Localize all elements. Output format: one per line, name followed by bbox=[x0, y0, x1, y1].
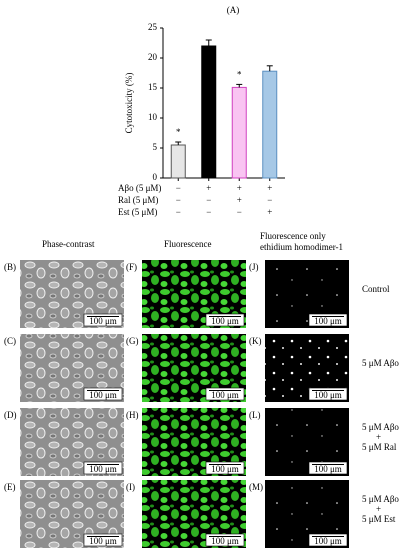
panel-label: (D) bbox=[4, 410, 17, 420]
y-tick-label: 25 bbox=[148, 22, 158, 32]
panel-label: (K) bbox=[249, 336, 262, 346]
treatment-sign: − bbox=[176, 183, 181, 193]
y-tick-label: 15 bbox=[148, 82, 158, 92]
row-condition: 5 μM Aβo bbox=[362, 422, 399, 432]
scale-bar-label: 100 μm bbox=[314, 316, 342, 326]
significance-mark: * bbox=[237, 69, 242, 79]
row-condition: Control bbox=[362, 284, 390, 294]
treatment-sign: − bbox=[206, 207, 211, 217]
panel-label: (H) bbox=[126, 410, 139, 420]
scale-bar-label: 100 μm bbox=[89, 536, 117, 546]
scale-bar-label: 100 μm bbox=[89, 316, 117, 326]
panel-label: (J) bbox=[249, 262, 259, 272]
treatment-sign: − bbox=[176, 207, 181, 217]
column-header: Fluorescence only bbox=[260, 231, 326, 241]
treatment-sign: − bbox=[267, 195, 272, 205]
panel-label: (L) bbox=[249, 410, 261, 420]
column-header: Phase-contrast bbox=[42, 239, 95, 249]
panel-label: (A) bbox=[227, 5, 240, 15]
scale-bar-label: 100 μm bbox=[211, 536, 239, 546]
panel-label: (B) bbox=[4, 262, 16, 272]
treatment-sign: + bbox=[267, 183, 272, 193]
row-condition: 5 μM Aβo bbox=[362, 358, 399, 368]
treatment-sign: − bbox=[237, 207, 242, 217]
scale-bar-label: 100 μm bbox=[211, 390, 239, 400]
treatment-label: Ral (5 μM) bbox=[118, 195, 158, 205]
bar bbox=[201, 45, 217, 179]
row-condition: 5 μM Est bbox=[362, 514, 396, 524]
scale-bar-label: 100 μm bbox=[211, 464, 239, 474]
panel-label: (F) bbox=[126, 262, 137, 272]
row-condition: 5 μM Ral bbox=[362, 442, 397, 452]
treatment-sign: + bbox=[267, 207, 272, 217]
scale-bar-label: 100 μm bbox=[314, 390, 342, 400]
panel-label: (G) bbox=[126, 336, 139, 346]
treatment-sign: + bbox=[237, 183, 242, 193]
y-tick-label: 10 bbox=[148, 112, 158, 122]
scale-bar-label: 100 μm bbox=[89, 390, 117, 400]
treatment-sign: + bbox=[237, 195, 242, 205]
treatment-sign: + bbox=[206, 183, 211, 193]
y-tick-label: 5 bbox=[153, 142, 158, 152]
significance-mark: * bbox=[176, 127, 181, 137]
bar bbox=[231, 86, 247, 179]
treatment-sign: − bbox=[176, 195, 181, 205]
treatment-sign: − bbox=[206, 195, 211, 205]
y-tick-label: 0 bbox=[153, 172, 158, 182]
treatment-label: Aβo (5 μM) bbox=[118, 183, 161, 193]
bar bbox=[262, 70, 278, 179]
scale-bar-label: 100 μm bbox=[211, 316, 239, 326]
panel-label: (E) bbox=[4, 482, 16, 492]
scale-bar-label: 100 μm bbox=[314, 464, 342, 474]
scale-bar-label: 100 μm bbox=[314, 536, 342, 546]
scale-bar-label: 100 μm bbox=[89, 464, 117, 474]
row-condition: + bbox=[376, 432, 381, 442]
bar bbox=[170, 144, 186, 179]
panel-label: (M) bbox=[249, 482, 263, 492]
y-axis-label: Cytotoxicity (%) bbox=[124, 73, 134, 134]
y-tick-label: 20 bbox=[148, 52, 158, 62]
row-condition: + bbox=[376, 504, 381, 514]
panel-label: (C) bbox=[4, 336, 16, 346]
column-header: ethidium homodimer-1 bbox=[260, 242, 343, 252]
row-condition: 5 μM Aβo bbox=[362, 494, 399, 504]
column-header: Fluorescence bbox=[164, 239, 211, 249]
treatment-label: Est (5 μM) bbox=[118, 207, 157, 217]
panel-label: (I) bbox=[126, 482, 135, 492]
